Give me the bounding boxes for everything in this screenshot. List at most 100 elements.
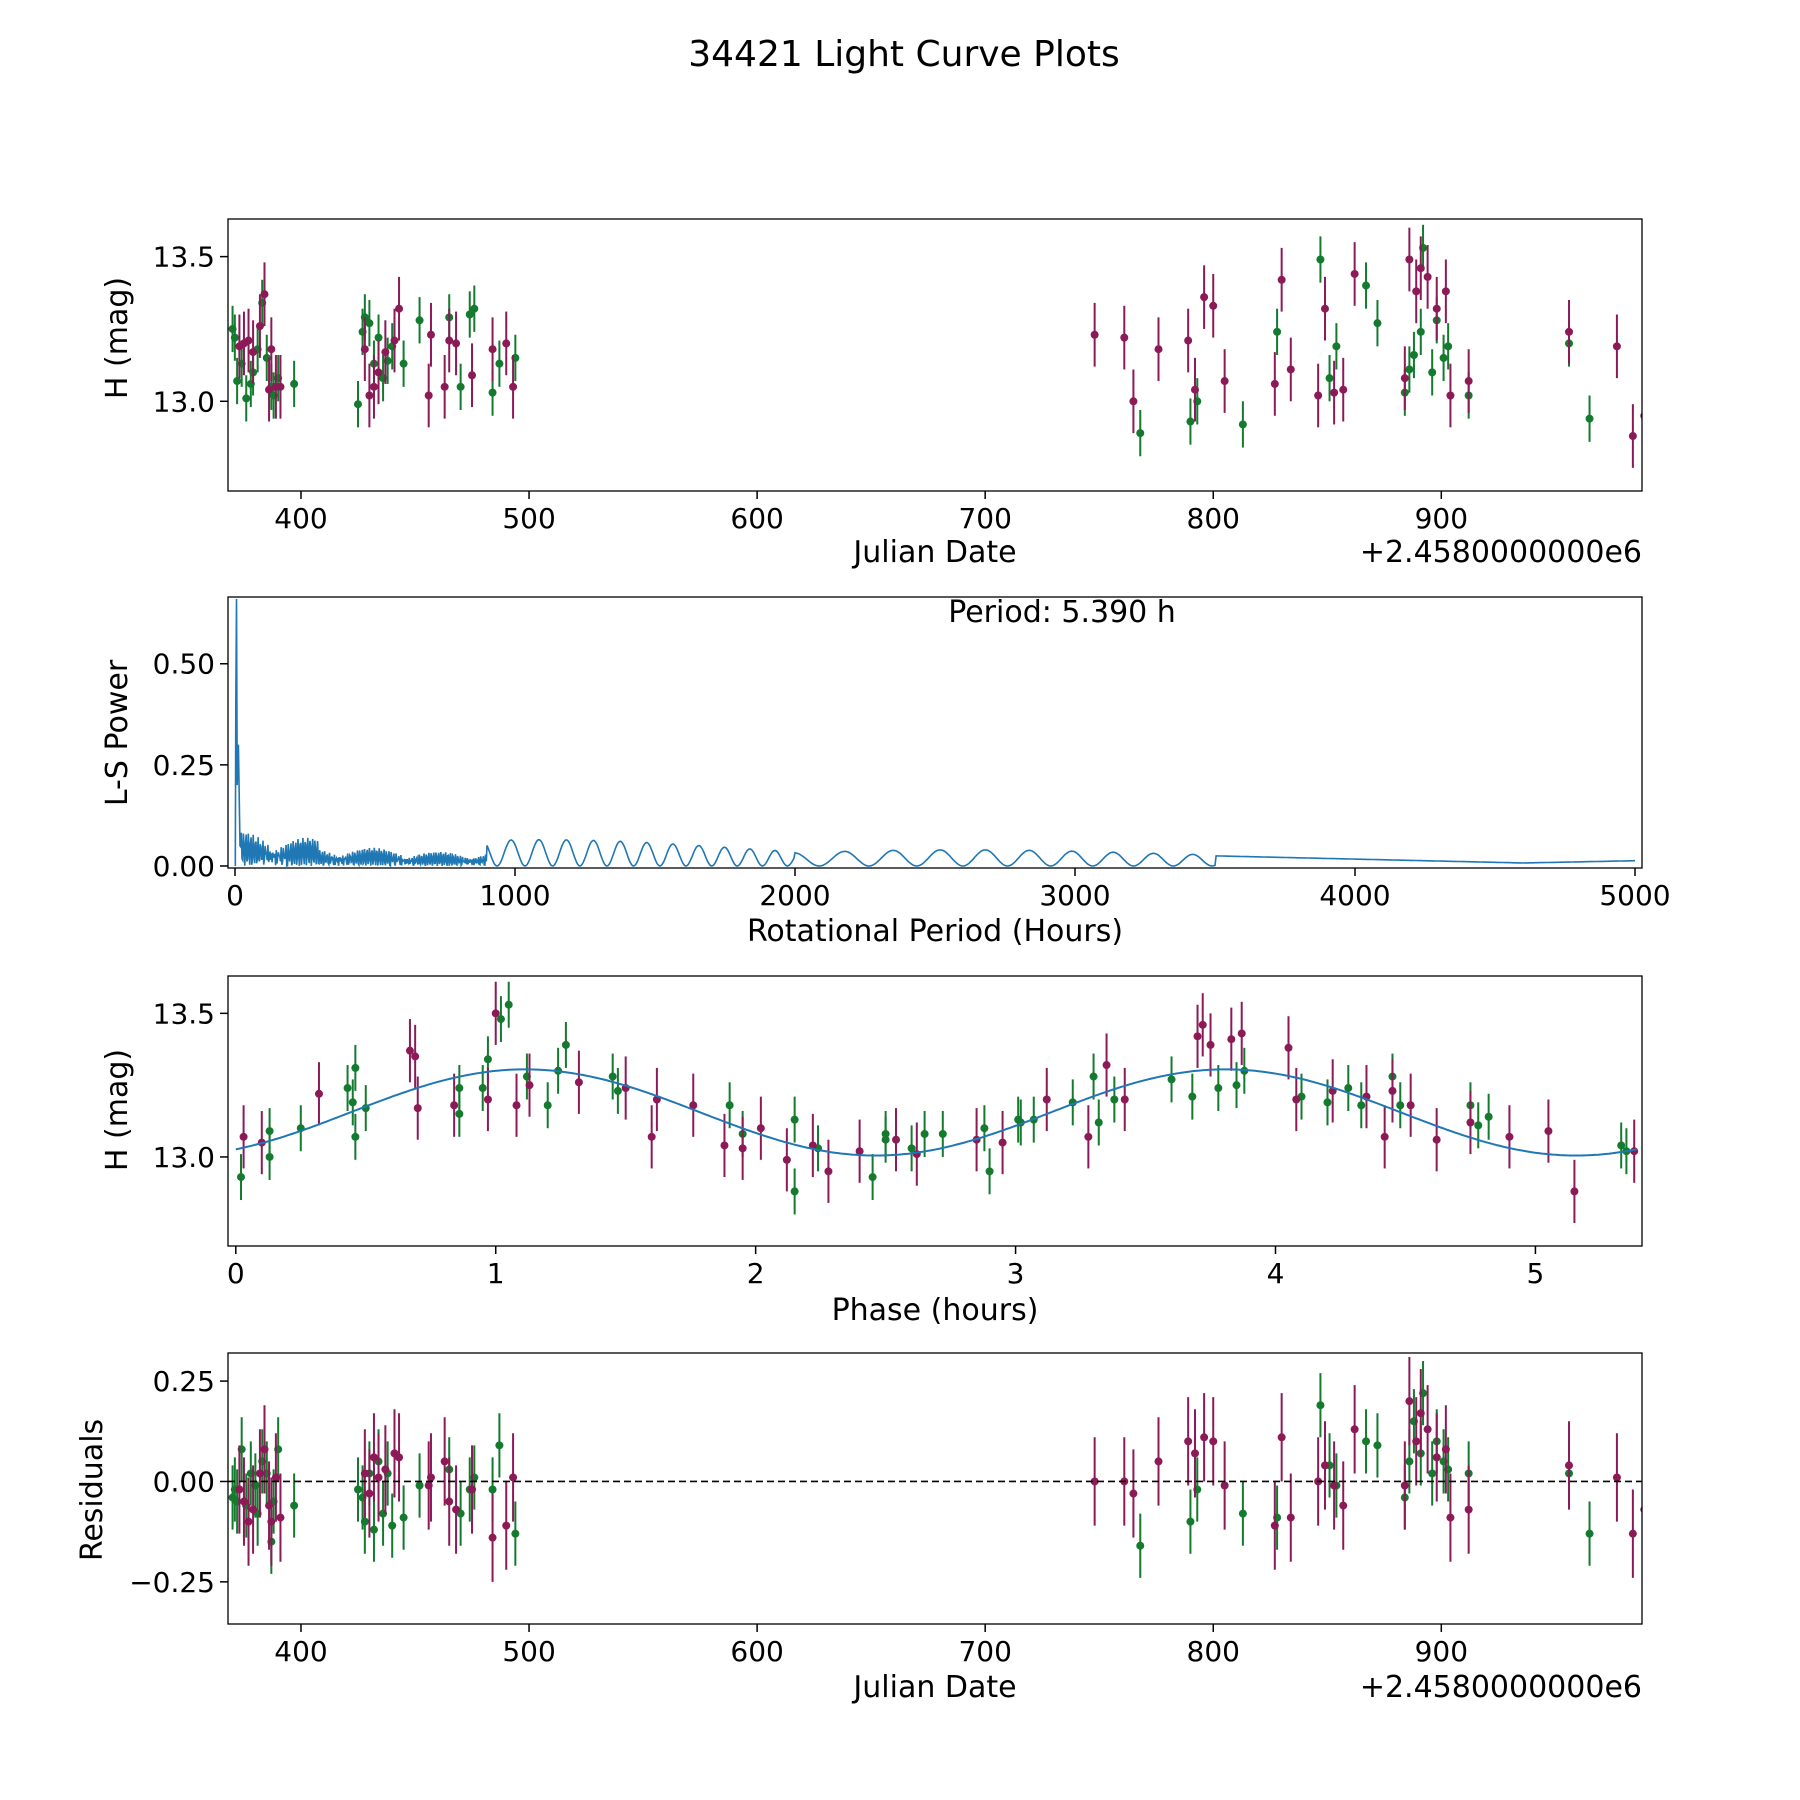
ls-ylabel: L-S Power	[100, 659, 135, 806]
green-point	[236, 1173, 245, 1182]
magenta-point	[244, 1517, 253, 1526]
magenta-point	[1441, 1445, 1450, 1454]
magenta-point	[1190, 1449, 1199, 1458]
magenta-point	[1350, 269, 1359, 278]
green-point	[360, 1517, 369, 1526]
model-curve	[235, 1068, 1637, 1157]
magenta-point	[1184, 1437, 1193, 1446]
magenta-point	[374, 1473, 383, 1482]
x-tick-label: 3	[1007, 1257, 1025, 1290]
green-point	[1474, 1121, 1483, 1130]
green-point	[1396, 1101, 1405, 1110]
green-point	[985, 1167, 994, 1176]
x-tick-label: 1	[487, 1257, 505, 1290]
power-line	[234, 598, 1635, 868]
magenta-point	[1320, 1461, 1329, 1470]
green-point	[1238, 420, 1247, 429]
resid-xlabel: Julian Date	[851, 1670, 1016, 1705]
magenta-point	[369, 1453, 378, 1462]
magenta-point	[1084, 1132, 1093, 1141]
magenta-point	[445, 1497, 454, 1506]
magenta-point	[1388, 1086, 1397, 1095]
green-point	[265, 1152, 274, 1161]
magenta-point	[1129, 397, 1138, 406]
green-point	[907, 1144, 916, 1153]
x-tick-label: 1000	[479, 879, 550, 912]
green-point	[1323, 1098, 1332, 1107]
green-point	[613, 1086, 622, 1095]
magenta-point	[483, 1095, 492, 1104]
magenta-point	[249, 348, 258, 357]
magenta-point	[512, 1101, 521, 1110]
magenta-point	[255, 1469, 264, 1478]
magenta-point	[1292, 1095, 1301, 1104]
magenta-point	[1406, 1101, 1415, 1110]
magenta-point	[276, 1513, 285, 1522]
magenta-point	[381, 348, 390, 357]
magenta-point	[1400, 1481, 1409, 1490]
y-tick-label: 13.0	[153, 1141, 215, 1174]
magenta-point	[738, 1144, 747, 1153]
x-tick-label: 500	[502, 1635, 555, 1668]
y-tick-label: 13.5	[153, 241, 215, 274]
green-point	[1362, 1437, 1371, 1446]
magenta-point	[1505, 1132, 1514, 1141]
green-point	[415, 1481, 424, 1490]
green-point	[504, 1000, 513, 1009]
magenta-point	[413, 1104, 422, 1113]
plot-frame	[227, 975, 1643, 1247]
magenta-point	[689, 1101, 698, 1110]
green-point	[478, 1084, 487, 1093]
magenta-point	[1314, 391, 1323, 400]
magenta-point	[1466, 1118, 1475, 1127]
magenta-point	[1270, 1521, 1279, 1530]
magenta-point	[1628, 1529, 1637, 1538]
magenta-point	[1090, 1477, 1099, 1486]
magenta-point	[1320, 304, 1329, 313]
magenta-point	[365, 1489, 374, 1498]
magenta-point	[855, 1147, 864, 1156]
green-point	[790, 1115, 799, 1124]
magenta-point	[1464, 1505, 1473, 1514]
magenta-point	[1339, 385, 1348, 394]
magenta-point	[1200, 293, 1209, 302]
magenta-point	[824, 1167, 833, 1176]
lc-xlabel: Julian Date	[851, 535, 1016, 570]
y-tick-label: 13.5	[153, 997, 215, 1030]
magenta-point	[1544, 1127, 1553, 1136]
magenta-point	[360, 345, 369, 354]
magenta-point	[1464, 377, 1473, 386]
magenta-point	[1206, 1040, 1215, 1049]
green-point	[488, 388, 497, 397]
magenta-point	[265, 385, 274, 394]
green-point	[369, 1525, 378, 1534]
x-tick-label: 3000	[1039, 879, 1110, 912]
green-point	[348, 1098, 357, 1107]
magenta-point	[1405, 255, 1414, 264]
magenta-point	[239, 1132, 248, 1141]
magenta-point	[426, 1473, 435, 1482]
x-tick-label: 600	[730, 502, 783, 535]
magenta-point	[1154, 1457, 1163, 1466]
magenta-point	[1446, 391, 1455, 400]
x-tick-label: 700	[958, 502, 1011, 535]
magenta-point	[440, 382, 449, 391]
magenta-point	[1120, 333, 1129, 342]
magenta-point	[1565, 1461, 1574, 1470]
y-tick-label: 0.00	[153, 1465, 215, 1498]
green-point	[980, 1124, 989, 1133]
magenta-point	[1220, 1481, 1229, 1490]
green-point	[1428, 1469, 1437, 1478]
green-point	[353, 1485, 362, 1494]
magenta-point	[491, 1009, 500, 1018]
magenta-point	[468, 371, 477, 380]
x-tick-label: 4000	[1319, 879, 1390, 912]
green-point	[1316, 1401, 1325, 1410]
green-point	[456, 382, 465, 391]
magenta-point	[1612, 1473, 1621, 1482]
y-tick-label: −0.25	[129, 1566, 215, 1599]
x-tick-label: 5	[1527, 1257, 1545, 1290]
green-point	[1373, 319, 1382, 328]
green-point	[511, 1529, 520, 1538]
